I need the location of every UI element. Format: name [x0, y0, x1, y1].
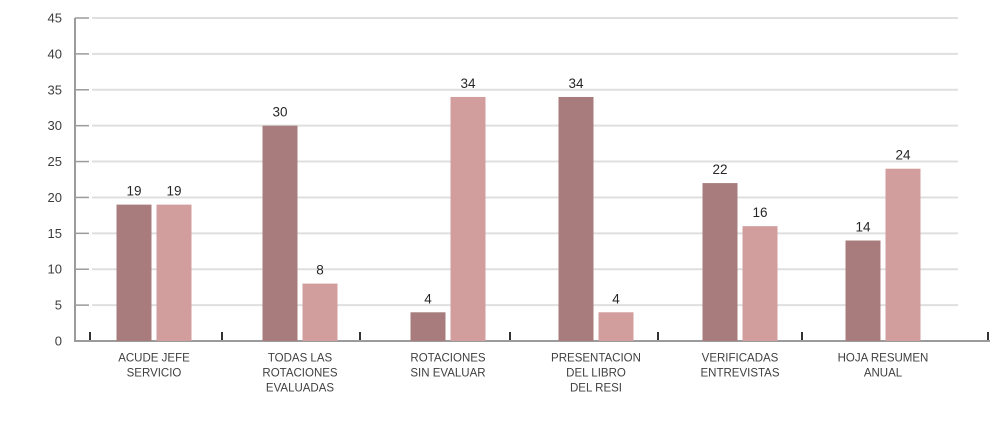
value-label: 4	[424, 291, 432, 306]
category-label: PRESENTACION	[551, 353, 641, 365]
category-label: HOJA RESUMEN	[838, 353, 929, 365]
value-label: 22	[712, 162, 727, 177]
y-axis-label: 30	[48, 118, 62, 133]
y-axis-label: 10	[48, 262, 62, 277]
bar-series_1-cat1	[262, 125, 298, 342]
value-label: 30	[272, 105, 287, 120]
value-label: 16	[752, 205, 767, 220]
category-label: DEL RESI	[570, 383, 622, 395]
bar-series_2-cat1	[302, 283, 338, 341]
bar-series_2-cat0	[156, 204, 192, 341]
category-label: ACUDE JEFE	[118, 353, 190, 365]
category-label: ANUAL	[864, 368, 903, 380]
category-label: ROTACIONES	[410, 353, 486, 365]
bar-series_1-cat2	[410, 312, 446, 341]
category-label: SIN EVALUAR	[410, 368, 485, 380]
category-label: DEL LIBRO	[566, 368, 626, 380]
bar-series_2-cat3	[598, 312, 634, 341]
y-axis-label: 5	[55, 298, 62, 313]
y-axis-label: 20	[48, 190, 62, 205]
bar-series_1-cat0	[116, 204, 152, 341]
y-axis-label: 45	[48, 11, 62, 26]
value-label: 8	[316, 263, 324, 278]
value-label: 24	[895, 148, 911, 163]
category-label: VERIFICADAS	[702, 353, 779, 365]
y-axis-label: 35	[48, 82, 62, 97]
value-label: 14	[855, 220, 871, 235]
value-label: 19	[166, 184, 181, 199]
value-label: 34	[460, 76, 476, 91]
bar-series_1-cat5	[845, 240, 881, 341]
bar-series_2-cat4	[742, 226, 778, 341]
y-axis-label: 15	[48, 226, 62, 241]
bar-series_1-cat3	[558, 96, 594, 341]
category-label: ENTREVISTAS	[700, 368, 779, 380]
value-label: 34	[568, 76, 584, 91]
category-label: EVALUADAS	[266, 383, 335, 395]
y-axis-label: 0	[55, 334, 62, 349]
value-label: 4	[612, 291, 620, 306]
bar-series_2-cat5	[885, 168, 921, 341]
value-label: 19	[126, 184, 141, 199]
category-label: ROTACIONES	[262, 368, 338, 380]
bar-series_2-cat2	[450, 96, 486, 341]
category-label: SERVICIO	[127, 368, 182, 380]
y-axis-label: 40	[48, 46, 62, 61]
bar-series_1-cat4	[702, 183, 738, 341]
y-axis-label: 25	[48, 154, 62, 169]
category-label: TODAS LAS	[268, 353, 333, 365]
